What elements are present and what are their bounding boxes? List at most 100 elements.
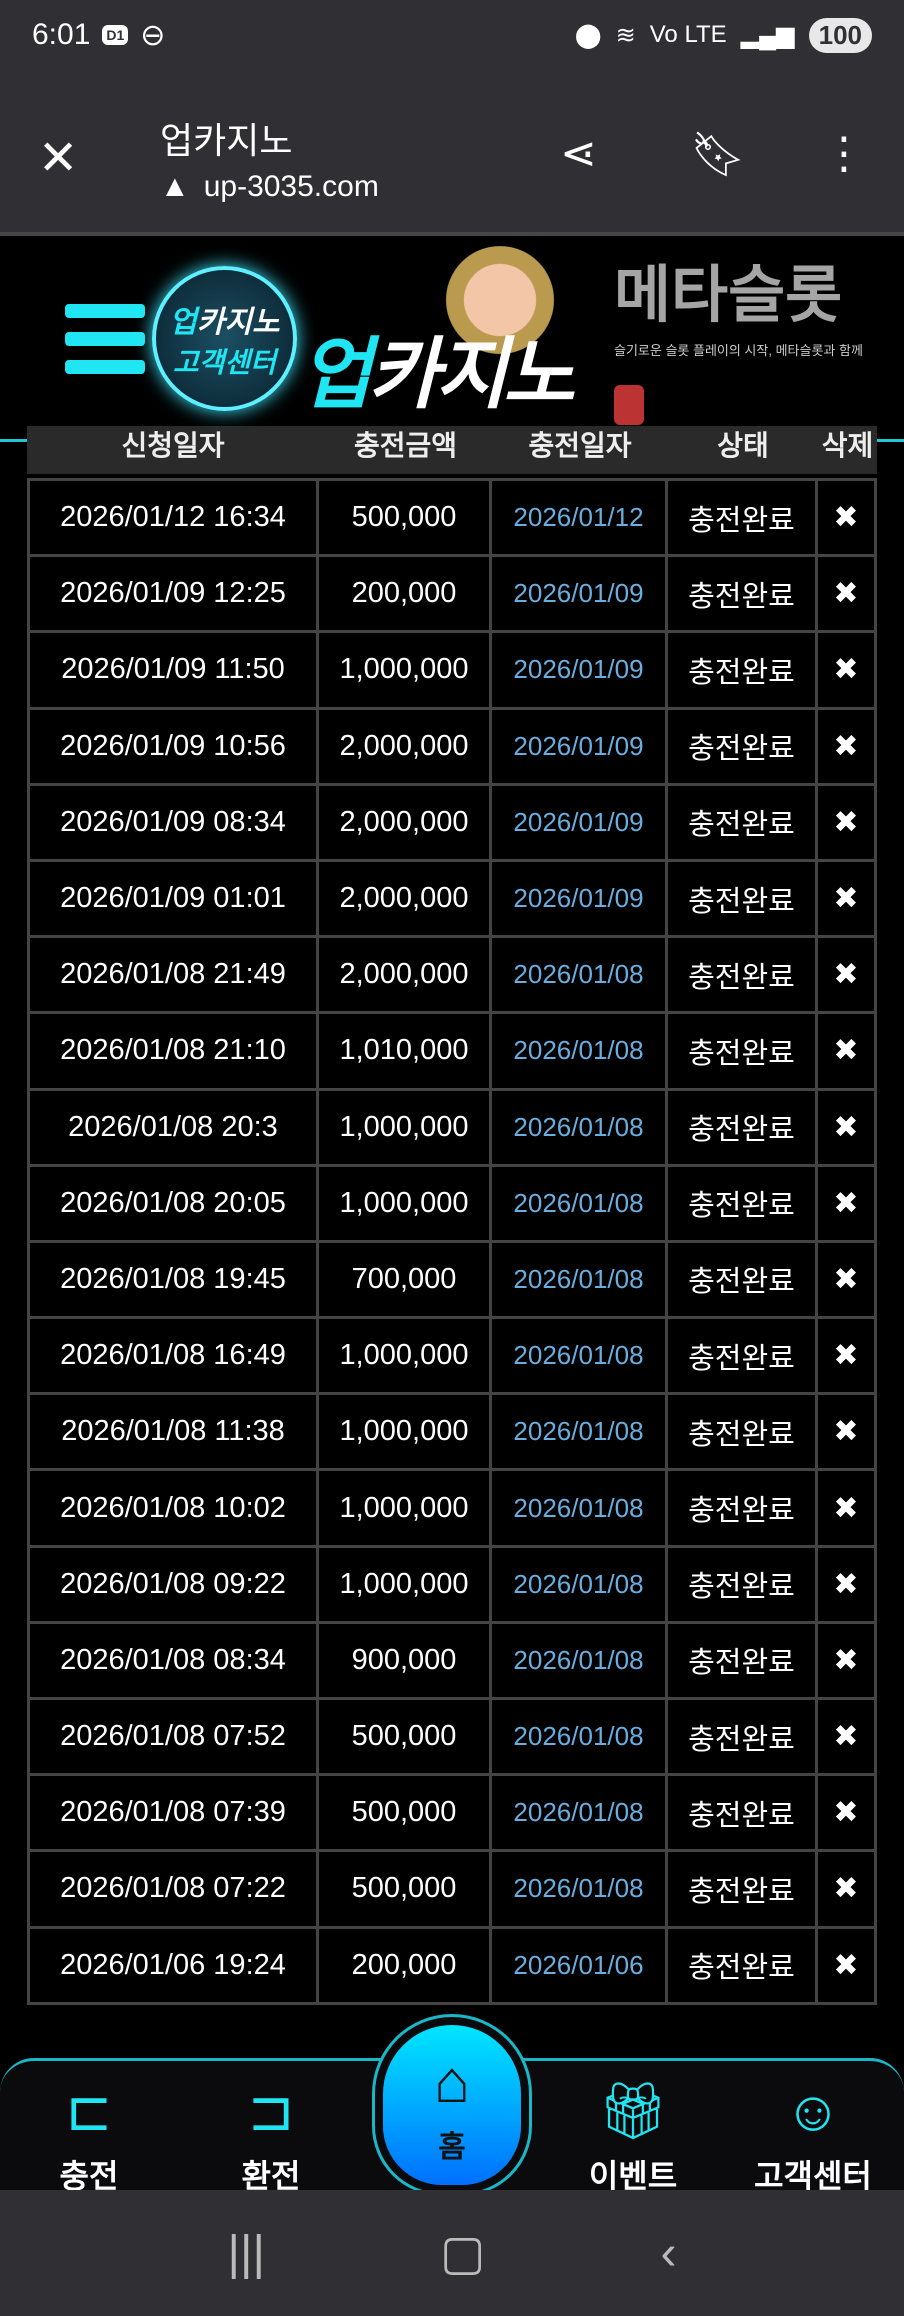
column-header: 상태: [717, 430, 769, 461]
cell-requested: 2026/01/08 07:39: [27, 1776, 319, 1850]
cell-charged: 2026/01/09: [492, 557, 668, 631]
cell-status: 충전완료: [668, 481, 818, 555]
cell-charged: 2026/01/08: [492, 1242, 668, 1317]
cell-amount: 500,000: [319, 1852, 492, 1926]
cell-charged: 2026/01/06: [492, 1928, 668, 2002]
cell-requested: 2026/01/12 16:34: [27, 481, 319, 555]
cell-requested: 2026/01/08 20:3: [27, 1090, 319, 1164]
cell-requested: 2026/01/08 20:05: [27, 1166, 319, 1240]
table-row: 2026/01/08 11:38 1,000,000 2026/01/08 충전완료 ✖: [27, 1395, 877, 1472]
steering-icon: ⊖: [140, 18, 166, 52]
cell-requested: 2026/01/08 10:02: [27, 1471, 319, 1545]
delete-button[interactable]: ✖: [818, 1700, 877, 1774]
location-icon: ⬤: [574, 21, 602, 49]
cell-status: 충전완료: [668, 1395, 818, 1469]
table-row: 2026/01/09 08:34 2,000,000 2026/01/09 충전완료 ✖: [27, 785, 877, 862]
delete-button[interactable]: ✖: [818, 1090, 877, 1164]
cell-charged: 2026/01/08: [492, 1471, 668, 1545]
cell-status: 충전완료: [668, 1547, 818, 1621]
close-icon[interactable]: ✕: [38, 132, 79, 185]
site-logo[interactable]: 업카지노: [300, 246, 600, 436]
delete-button[interactable]: ✖: [818, 938, 877, 1012]
table-row: 2026/01/08 21:10 1,010,000 2026/01/08 충전완료 ✖: [27, 1014, 877, 1091]
delete-button[interactable]: ✖: [818, 1471, 877, 1545]
table-row: 2026/01/12 16:34 500,000 2026/01/12 충전완료 ✖: [27, 481, 877, 558]
delete-button[interactable]: ✖: [818, 785, 877, 859]
table-row: 2026/01/08 08:34 900,000 2026/01/08 충전완료 ✖: [27, 1623, 877, 1700]
delete-button[interactable]: ✖: [818, 1395, 877, 1469]
cell-requested: 2026/01/08 07:52: [27, 1700, 319, 1774]
cell-charged: 2026/01/08: [492, 1319, 668, 1393]
nav-event[interactable]: 🎁︎ 이벤트: [558, 2071, 708, 2197]
wifi-icon: ≋: [615, 21, 636, 49]
clock: 6:01: [32, 18, 91, 51]
nav-charge[interactable]: ⊏ 충전: [14, 2071, 164, 2197]
column-header: 충전금액: [353, 430, 458, 461]
delete-button[interactable]: ✖: [818, 557, 877, 631]
nav-exchange[interactable]: ⊐ 환전: [196, 2071, 346, 2197]
exchange-icon: ⊐: [247, 2079, 295, 2142]
mascot-image: [440, 246, 560, 366]
table-row: 2026/01/09 11:50 1,000,000 2026/01/09 충전완료 ✖: [27, 633, 877, 710]
more-icon[interactable]: ⋮: [822, 129, 866, 178]
delete-button[interactable]: ✖: [818, 1014, 877, 1088]
delete-button[interactable]: ✖: [818, 1547, 877, 1621]
cell-requested: 2026/01/09 01:01: [27, 861, 319, 936]
table-row: 2026/01/08 07:22 500,000 2026/01/08 충전완료 ✖: [27, 1852, 877, 1929]
cell-requested: 2026/01/09 12:25: [27, 557, 319, 631]
site-header: 업카지노: [0, 236, 904, 442]
table-row: 2026/01/08 09:22 1,000,000 2026/01/08 충전완료 ✖: [27, 1547, 877, 1624]
cell-requested: 2026/01/08 07:22: [27, 1852, 319, 1926]
delete-button[interactable]: ✖: [818, 633, 877, 707]
bookmark-icon[interactable]: 🔖︎: [690, 130, 746, 179]
back-icon[interactable]: ‹: [660, 2226, 677, 2280]
delete-button[interactable]: ✖: [818, 1242, 877, 1317]
cell-amount: 1,000,000: [319, 1319, 492, 1393]
cell-status: 충전완료: [668, 633, 818, 707]
notification-badge: D1: [102, 25, 129, 45]
column-header: 충전일자: [528, 430, 632, 461]
cell-status: 충전완료: [668, 1928, 818, 2002]
cell-requested: 2026/01/08 19:45: [27, 1242, 319, 1317]
warning-icon: ▲: [160, 170, 190, 203]
page-title: 업카지노: [160, 120, 293, 161]
recent-apps-icon[interactable]: |||: [227, 2226, 265, 2280]
cell-charged: 2026/01/09: [492, 785, 668, 859]
cell-amount: 500,000: [319, 1776, 492, 1850]
cell-charged: 2026/01/08: [492, 1852, 668, 1926]
cell-charged: 2026/01/08: [492, 1090, 668, 1164]
cell-charged: 2026/01/08: [492, 1166, 668, 1240]
delete-button[interactable]: ✖: [818, 1319, 877, 1393]
url-display[interactable]: ▲ up-3035.com: [160, 170, 379, 204]
browser-toolbar: ✕ 업카지노 ▲ up-3035.com ⋖ 🔖︎ ⋮: [0, 70, 904, 236]
menu-icon[interactable]: [65, 304, 145, 388]
cell-amount: 1,000,000: [319, 1166, 492, 1240]
nav-home[interactable]: ⌂ 홈: [383, 2025, 521, 2185]
table-row: 2026/01/08 20:3 1,000,000 2026/01/08 충전완료 ✖: [27, 1090, 877, 1167]
delete-button[interactable]: ✖: [818, 1928, 877, 2002]
home-icon[interactable]: ▢: [440, 2227, 486, 2280]
signal-icon: ▂▄▆: [740, 21, 795, 49]
customer-center-floating-button[interactable]: 업카지노 고객센터: [152, 266, 297, 411]
cell-requested: 2026/01/08 09:22: [27, 1547, 319, 1621]
delete-button[interactable]: ✖: [818, 1166, 877, 1240]
cell-status: 충전완료: [668, 785, 818, 859]
status-bar: 6:01 D1 ⊖ ⬤ ≋ Vo LTE ▂▄▆ 100: [0, 0, 904, 70]
cell-requested: 2026/01/09 11:50: [27, 633, 319, 707]
delete-button[interactable]: ✖: [818, 481, 877, 555]
cell-status: 충전완료: [668, 1471, 818, 1545]
cell-amount: 900,000: [319, 1623, 492, 1697]
cell-charged: 2026/01/12: [492, 481, 668, 555]
cell-requested: 2026/01/08 21:49: [27, 938, 319, 1012]
delete-button[interactable]: ✖: [818, 861, 877, 936]
nav-support[interactable]: ☺ 고객센터: [738, 2071, 888, 2197]
delete-button[interactable]: ✖: [818, 1776, 877, 1850]
cell-requested: 2026/01/06 19:24: [27, 1928, 319, 2002]
charge-history-table: 신청일자 충전금액 충전일자 상태 삭제 2026/01/12 16:34 500,000…: [27, 426, 877, 2005]
delete-button[interactable]: ✖: [818, 1623, 877, 1697]
delete-button[interactable]: ✖: [818, 709, 877, 783]
table-row: 2026/01/08 19:45 700,000 2026/01/08 충전완료 ✖: [27, 1242, 877, 1320]
share-icon[interactable]: ⋖: [560, 129, 597, 178]
delete-button[interactable]: ✖: [818, 1852, 877, 1926]
cell-status: 충전완료: [668, 1623, 818, 1697]
